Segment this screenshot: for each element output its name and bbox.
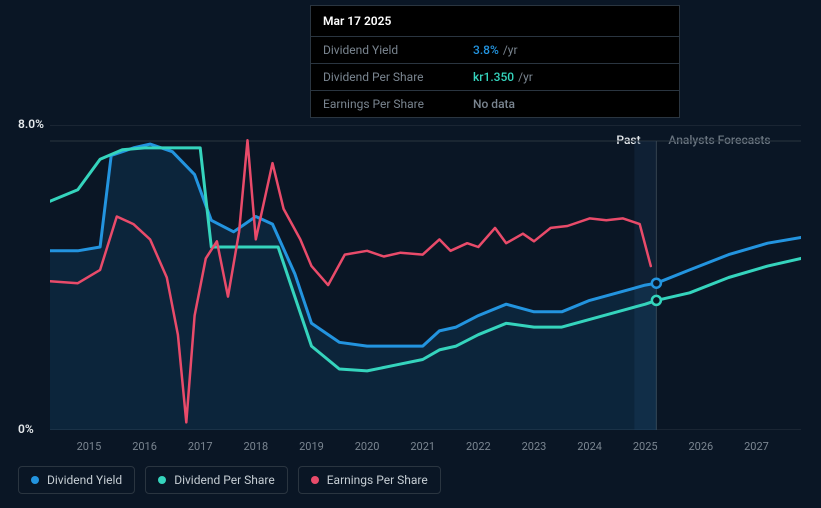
legend-label: Dividend Per Share (174, 473, 275, 487)
x-axis-label: 2027 (744, 440, 769, 453)
tooltip-metric-value: No data (473, 97, 515, 111)
x-axis-label: 2015 (77, 440, 102, 453)
chart-tooltip: Mar 17 2025 Dividend Yield3.8%/yrDividen… (310, 5, 680, 118)
tooltip-metric-value: kr1.350 (473, 70, 514, 84)
tooltip-metric-label: Dividend Per Share (323, 70, 473, 84)
legend-item[interactable]: Earnings Per Share (298, 466, 441, 494)
x-axis-label: 2026 (688, 440, 713, 453)
chart-area: 8.0%0% Past Analysts Forecasts 201520162… (0, 105, 821, 460)
legend-item[interactable]: Dividend Yield (18, 466, 135, 494)
legend-label: Dividend Yield (47, 473, 122, 487)
tooltip-metric-unit: /yr (503, 43, 518, 57)
legend-dot-icon (158, 476, 166, 484)
x-axis-label: 2023 (522, 440, 547, 453)
tooltip-row: Dividend Yield3.8% /yr (311, 37, 679, 64)
y-axis-label: 8.0% (18, 117, 44, 131)
chart-legend: Dividend Yield Dividend Per Share Earnings… (18, 466, 441, 494)
x-axis-label: 2021 (410, 440, 435, 453)
x-axis-label: 2018 (243, 440, 268, 453)
x-axis-label: 2024 (577, 440, 602, 453)
x-axis-label: 2019 (299, 440, 324, 453)
x-axis-label: 2022 (466, 440, 491, 453)
x-axis-label: 2020 (355, 440, 380, 453)
tooltip-row: Dividend Per Sharekr1.350/yr (311, 64, 679, 91)
y-axis-label: 0% (18, 422, 34, 436)
tooltip-row: Earnings Per ShareNo data (311, 91, 679, 117)
tooltip-metric-value: 3.8% (473, 43, 499, 57)
x-axis-label: 2016 (132, 440, 157, 453)
tooltip-date: Mar 17 2025 (311, 6, 679, 37)
x-axis-label: 2025 (633, 440, 658, 453)
legend-label: Earnings Per Share (327, 473, 428, 487)
chart-plot[interactable] (50, 125, 801, 430)
legend-dot-icon (31, 476, 39, 484)
tooltip-metric-label: Dividend Yield (323, 43, 473, 57)
legend-dot-icon (311, 476, 319, 484)
tooltip-metric-label: Earnings Per Share (323, 97, 473, 111)
tooltip-metric-unit: /yr (518, 70, 533, 84)
x-axis-label: 2017 (188, 440, 213, 453)
legend-item[interactable]: Dividend Per Share (145, 466, 288, 494)
